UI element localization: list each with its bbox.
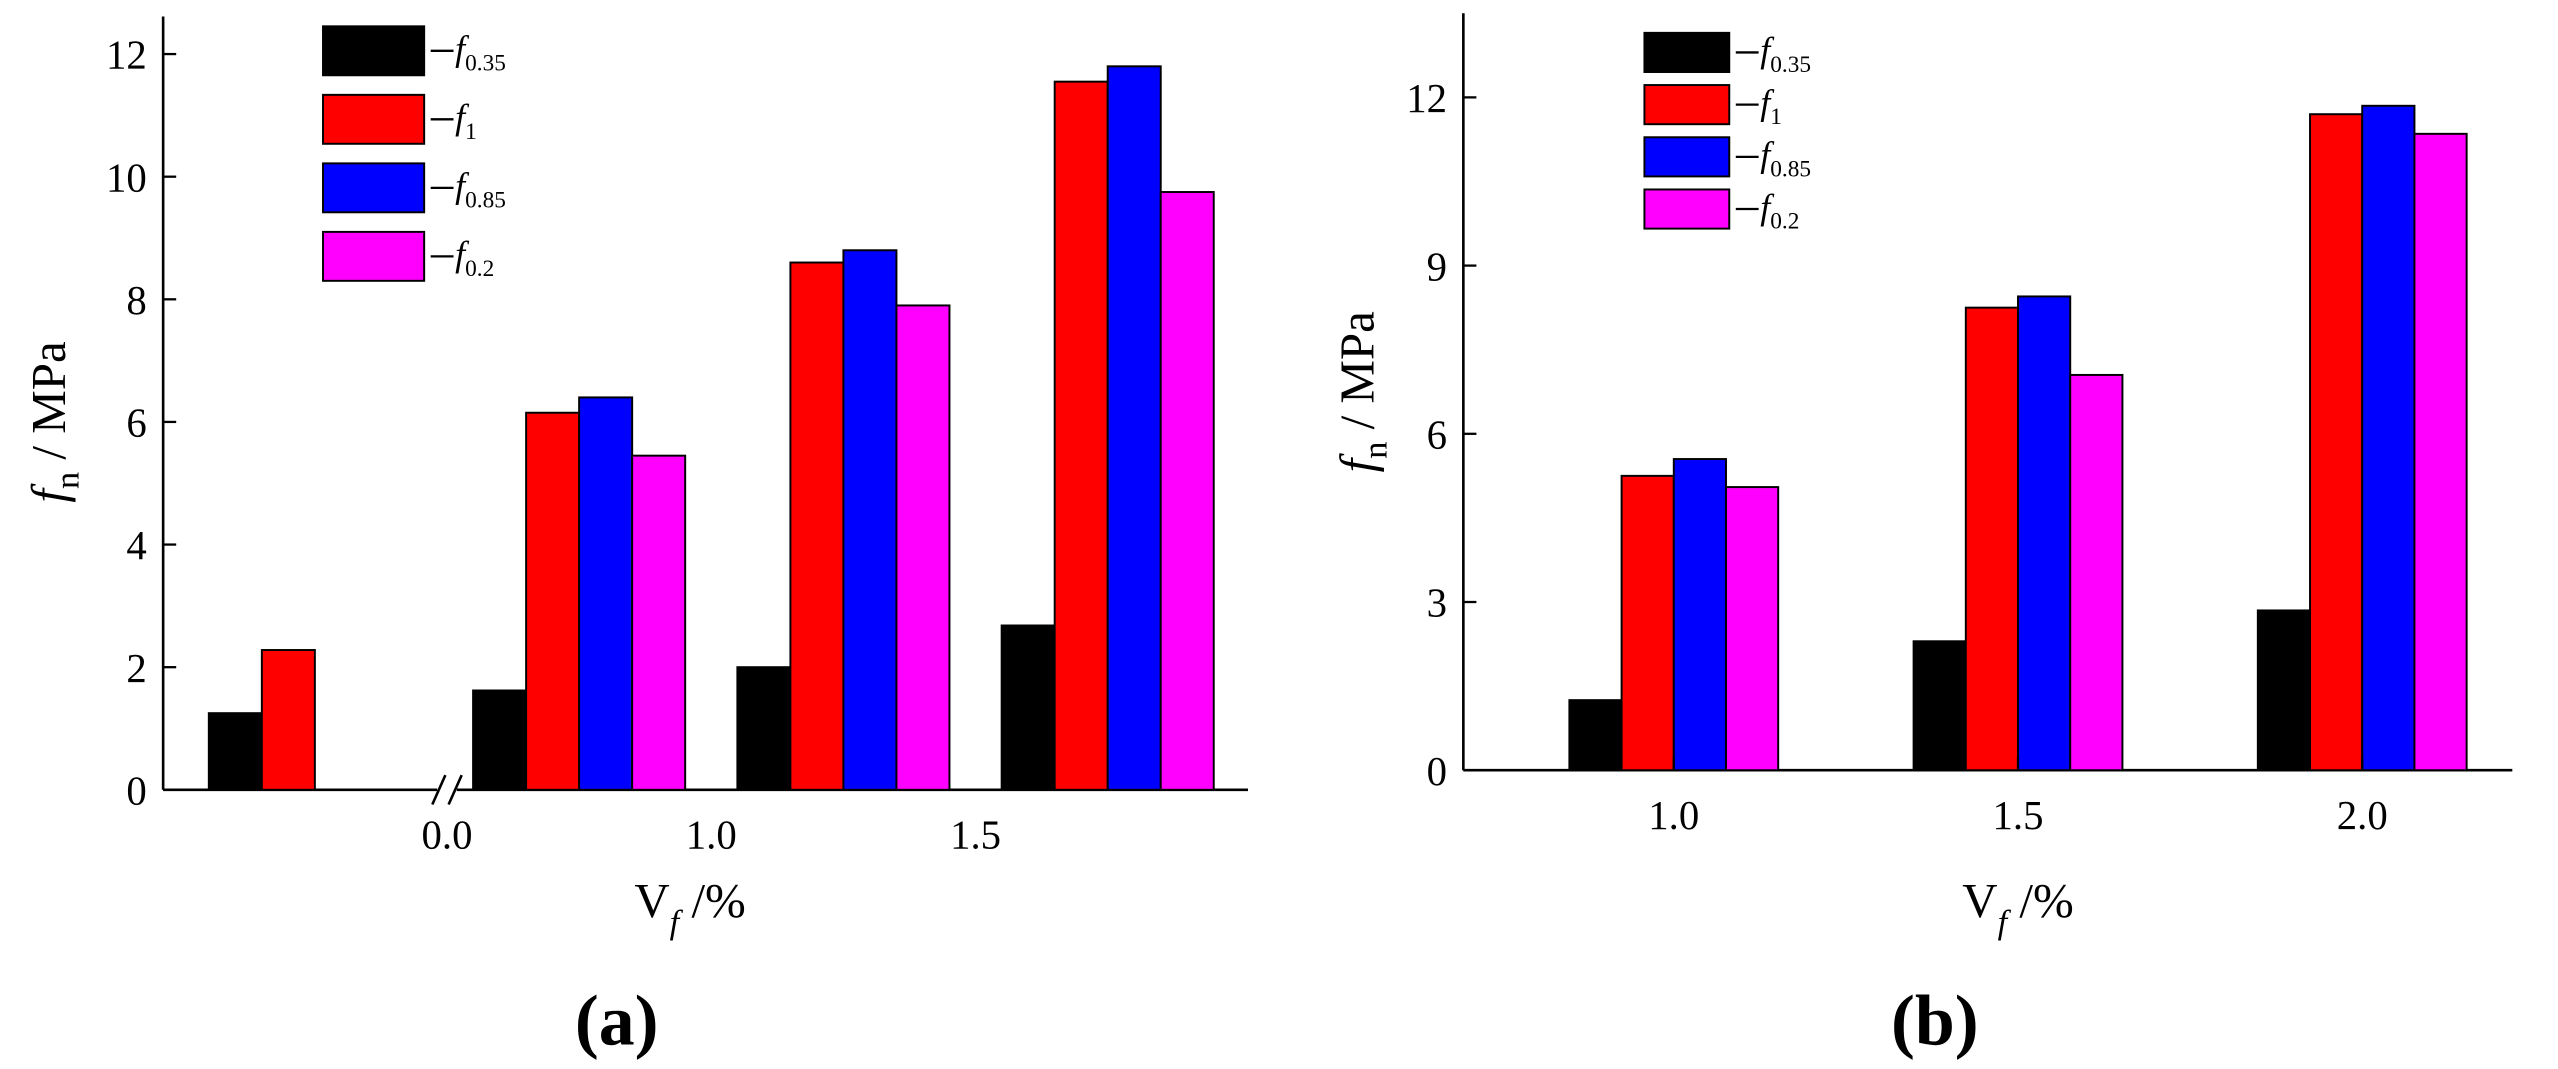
legend-swatch xyxy=(322,230,426,282)
legend-swatch xyxy=(1643,31,1731,73)
legend-swatch xyxy=(1643,84,1731,126)
x-tick-label: 1.5 xyxy=(1993,793,2044,838)
legend-label: f1 xyxy=(455,97,477,145)
bar xyxy=(1620,474,1675,772)
bar xyxy=(1725,486,1780,772)
bar xyxy=(260,649,316,791)
bar xyxy=(1964,306,2019,772)
legend-swatch xyxy=(322,162,426,214)
panel-label: (a) xyxy=(575,980,659,1060)
bar xyxy=(895,304,951,791)
y-tick-label: 8 xyxy=(126,278,146,323)
y-tick-label: 6 xyxy=(1427,412,1447,457)
y-axis-title: fn / MPa xyxy=(1330,311,1395,473)
axis-break xyxy=(447,774,463,806)
bar xyxy=(1106,65,1162,791)
y-axis-title: fn / MPa xyxy=(21,341,86,503)
x-tick-label: 1.0 xyxy=(686,813,737,858)
legend-label: f0.2 xyxy=(1760,187,1799,235)
legend-label: f0.85 xyxy=(1760,135,1811,183)
x-tick-label: 0.0 xyxy=(422,813,473,858)
bar xyxy=(2361,104,2416,772)
bar xyxy=(842,249,898,791)
legend-swatch xyxy=(1643,136,1731,178)
bar xyxy=(1000,624,1056,791)
bar xyxy=(789,261,845,791)
y-tick-label: 0 xyxy=(126,768,146,813)
bar xyxy=(736,666,792,791)
x-tick-label: 1.0 xyxy=(1648,793,1699,838)
x-axis-title: Vf /% xyxy=(1962,873,2073,941)
bar xyxy=(2413,132,2468,772)
y-tick-label: 12 xyxy=(106,33,147,78)
legend-label: f1 xyxy=(1760,82,1782,130)
panel-label: (b) xyxy=(1891,980,1979,1060)
bar xyxy=(2309,113,2364,772)
bar xyxy=(2256,609,2312,772)
x-axis-title: Vf /% xyxy=(634,873,745,941)
y-tick-label: 0 xyxy=(1427,749,1447,794)
bar xyxy=(1568,699,1623,772)
bar xyxy=(1672,458,1727,772)
bar xyxy=(472,689,528,791)
bar xyxy=(631,454,687,791)
legend-label: f0.35 xyxy=(1760,30,1811,78)
y-tick-label: 2 xyxy=(126,646,146,691)
bar xyxy=(1912,640,1967,772)
bar xyxy=(578,396,634,791)
y-tick-label: 6 xyxy=(126,401,146,446)
axis-break xyxy=(431,774,447,806)
legend-label: f0.85 xyxy=(455,166,506,214)
bar xyxy=(525,411,581,791)
legend-swatch xyxy=(322,93,426,145)
x-tick-label: 1.5 xyxy=(950,813,1001,858)
bar xyxy=(1159,191,1215,791)
y-tick-label: 4 xyxy=(126,523,146,568)
bar xyxy=(2069,373,2124,772)
y-tick-label: 10 xyxy=(106,155,147,200)
legend-swatch xyxy=(322,25,426,77)
legend-label: f0.35 xyxy=(455,29,506,77)
x-tick-label: 2.0 xyxy=(2337,793,2388,838)
y-tick-label: 12 xyxy=(1406,76,1447,121)
y-tick-label: 9 xyxy=(1427,244,1447,289)
bar xyxy=(2017,295,2072,772)
legend-label: f0.2 xyxy=(455,234,494,282)
bar xyxy=(1053,80,1109,791)
bar xyxy=(207,712,263,791)
y-tick-label: 3 xyxy=(1427,581,1447,626)
legend-swatch xyxy=(1643,188,1731,230)
